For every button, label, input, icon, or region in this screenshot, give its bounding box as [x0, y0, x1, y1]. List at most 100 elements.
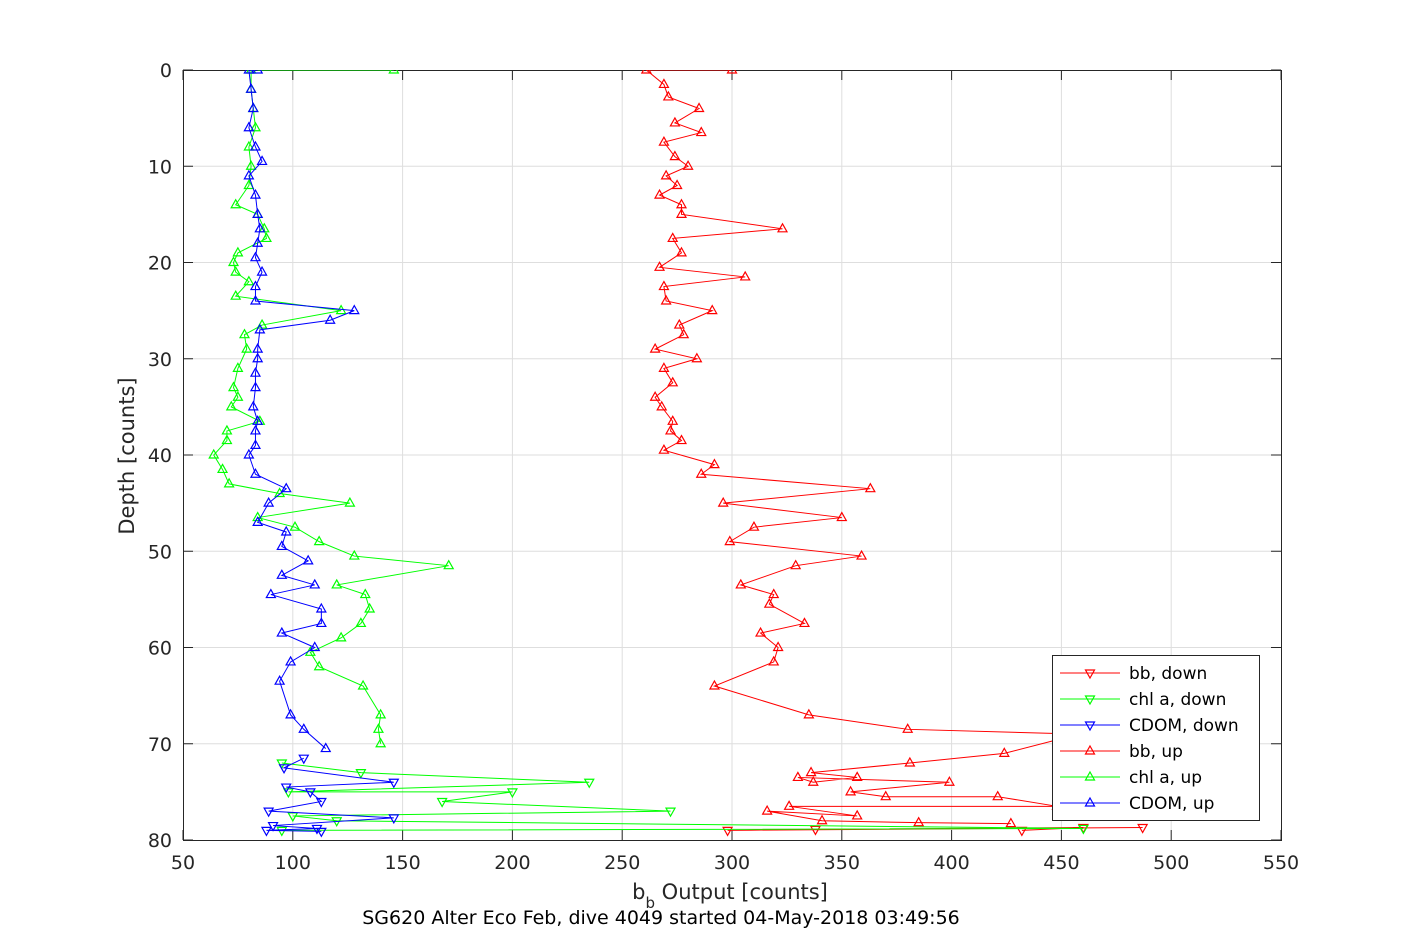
legend-marker	[1084, 796, 1096, 807]
data-point-marker	[249, 468, 261, 478]
data-point-marker	[998, 747, 1010, 757]
data-point-marker	[913, 816, 925, 827]
legend-box	[1052, 655, 1260, 821]
data-point-marker	[388, 778, 400, 789]
data-point-marker	[249, 366, 261, 377]
data-point-marker	[331, 578, 343, 589]
x-tick-label: 300	[714, 852, 750, 874]
y-tick-label: 80	[148, 830, 172, 852]
data-point-marker	[243, 448, 255, 459]
data-point-marker	[276, 569, 288, 579]
data-point-marker	[249, 188, 261, 199]
data-point-marker	[230, 265, 242, 276]
data-point-marker	[649, 342, 661, 353]
data-point-marker	[208, 448, 220, 459]
data-point-marker	[217, 463, 229, 474]
data-point-marker	[768, 655, 780, 666]
data-point-marker	[792, 771, 804, 782]
data-point-marker	[252, 237, 264, 247]
y-tick-label: 60	[148, 638, 172, 660]
data-point-marker	[682, 160, 694, 170]
data-point-marker	[243, 140, 255, 151]
y-tick-label: 50	[148, 541, 172, 563]
data-point-marker	[227, 381, 240, 392]
legend-marker	[1084, 695, 1096, 706]
data-point-marker	[324, 314, 336, 324]
data-point-marker	[315, 602, 327, 613]
data-point-marker	[375, 737, 387, 748]
data-point-marker	[675, 208, 688, 218]
data-point-marker	[836, 511, 848, 522]
data-point-marker	[223, 477, 235, 488]
data-point-marker	[654, 188, 666, 199]
data-point-marker	[798, 617, 810, 628]
data-point-marker	[783, 800, 795, 810]
data-point-marker	[249, 294, 261, 305]
data-point-marker	[658, 362, 670, 372]
data-point-marker	[664, 424, 677, 435]
series-line	[213, 70, 449, 744]
x-tick-label: 400	[933, 852, 969, 874]
legend-label: CDOM, up	[1129, 794, 1214, 814]
legend-marker	[1084, 721, 1096, 732]
series-chl-a-up	[208, 70, 455, 748]
data-point-marker	[864, 482, 876, 493]
data-point-marker	[260, 232, 272, 243]
data-point-marker	[506, 788, 518, 799]
data-point-marker	[708, 458, 720, 469]
series-chl-a-down	[276, 759, 1089, 837]
data-point-marker	[252, 342, 264, 353]
legend-marker	[1084, 770, 1096, 781]
data-point-marker	[856, 549, 868, 560]
data-point-marker	[667, 415, 679, 425]
y-tick-label: 20	[148, 253, 172, 275]
data-point-marker	[252, 516, 264, 526]
x-tick-label: 500	[1153, 852, 1189, 874]
data-point-marker	[845, 785, 857, 796]
data-point-marker	[902, 723, 914, 733]
data-point-marker	[311, 824, 323, 835]
data-point-marker	[809, 825, 821, 836]
series-line	[248, 70, 355, 749]
data-point-marker	[252, 415, 264, 425]
data-point-marker	[772, 641, 784, 652]
y-tick-label: 0	[160, 60, 172, 82]
data-point-marker	[260, 826, 272, 837]
data-point-marker	[320, 742, 332, 753]
series-line	[645, 70, 1080, 825]
data-point-marker	[252, 511, 264, 522]
series-line	[281, 762, 1084, 831]
data-point-marker	[776, 222, 789, 233]
data-point-marker	[243, 275, 255, 286]
data-point-marker	[298, 723, 310, 733]
data-point-marker	[241, 342, 253, 353]
data-point-marker	[263, 807, 275, 818]
data-point-marker	[355, 617, 367, 628]
data-point-marker	[249, 121, 261, 132]
data-point-marker	[344, 496, 356, 507]
data-point-marker	[280, 783, 292, 794]
data-point-marker	[309, 578, 321, 589]
x-axis-ticks: 50 100 150 200 250 300 350 400 450 500 550	[171, 70, 1299, 874]
y-tick-label: 10	[148, 156, 172, 178]
x-axis-label: bb Output [counts]	[632, 880, 828, 912]
data-point-marker	[726, 70, 738, 74]
data-point-marker	[256, 265, 268, 276]
data-point-marker	[583, 778, 595, 789]
y-tick-label: 30	[148, 349, 172, 371]
data-point-marker	[309, 641, 321, 652]
legend-marker	[1084, 669, 1096, 680]
data-point-marker	[289, 520, 301, 531]
data-point-marker	[315, 797, 327, 808]
data-point-marker	[256, 155, 268, 166]
data-point-marker	[669, 116, 681, 127]
legend-item: CDOM, up	[1060, 794, 1214, 814]
x-tick-label: 100	[275, 852, 311, 874]
y-tick-label: 40	[148, 445, 172, 467]
data-point-marker	[880, 790, 892, 801]
data-point-marker	[221, 434, 233, 445]
data-point-marker	[658, 443, 670, 454]
data-point-marker	[675, 246, 688, 257]
data-point-marker	[658, 280, 670, 291]
